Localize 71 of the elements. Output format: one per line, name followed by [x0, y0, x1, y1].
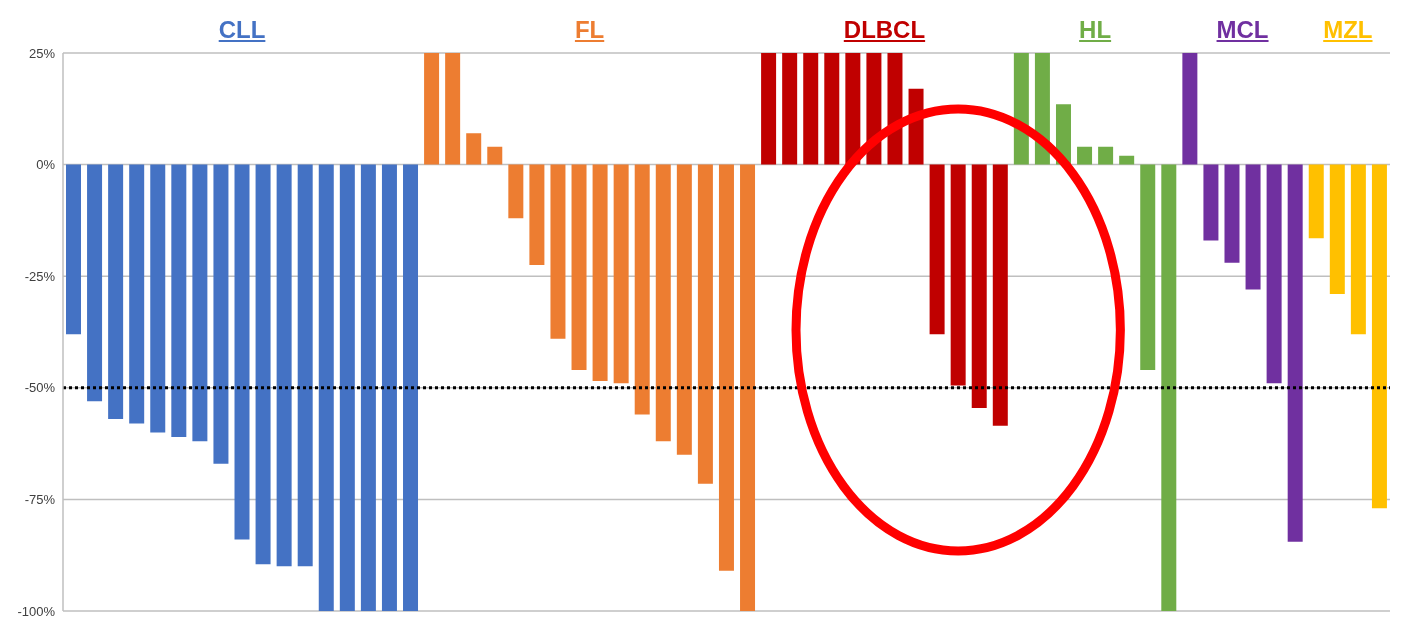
bar — [297, 164, 313, 567]
bar — [1119, 155, 1135, 165]
bar — [550, 164, 566, 339]
text: CLL — [217, 16, 267, 44]
bar — [1182, 53, 1198, 165]
bar — [1077, 146, 1093, 165]
bar — [192, 164, 208, 442]
bar — [1161, 164, 1177, 611]
bar — [234, 164, 250, 540]
bar — [213, 164, 229, 464]
bar — [381, 164, 397, 611]
bar — [171, 164, 187, 437]
bar — [424, 53, 440, 165]
bar — [950, 164, 966, 386]
bar — [445, 53, 461, 165]
bar — [929, 164, 945, 335]
bar — [992, 164, 1008, 426]
bar — [740, 164, 756, 611]
bar — [487, 146, 503, 165]
bar — [803, 53, 819, 165]
bar — [1098, 146, 1114, 165]
series-label: HL — [1078, 16, 1113, 44]
bar — [1287, 164, 1303, 542]
bar — [150, 164, 166, 433]
bar — [255, 164, 271, 565]
bar — [1371, 164, 1387, 509]
bar — [1224, 164, 1240, 263]
bar — [1203, 164, 1219, 241]
bar — [1140, 164, 1156, 370]
bar — [66, 164, 81, 335]
bar — [339, 164, 355, 611]
bar — [718, 164, 734, 571]
series-label: DLBCL — [842, 16, 927, 44]
bar — [403, 164, 419, 611]
bar — [676, 164, 692, 455]
bar — [613, 164, 629, 384]
bar — [1013, 53, 1029, 165]
bar — [87, 164, 103, 402]
y-tick-label: -50% — [24, 380, 56, 396]
bar — [360, 164, 376, 611]
bar — [824, 53, 840, 165]
bar — [466, 133, 482, 165]
y-tick-label: -100% — [17, 603, 56, 619]
bar — [845, 53, 861, 165]
bar — [697, 164, 713, 484]
bar — [1266, 164, 1282, 384]
bar — [276, 164, 292, 567]
bar — [1308, 164, 1324, 239]
bar — [571, 164, 587, 370]
text: FL — [573, 16, 606, 44]
bar — [782, 53, 798, 165]
bar — [655, 164, 671, 442]
bar — [508, 164, 524, 219]
y-tick-label: -25% — [24, 268, 56, 284]
y-tick-label: 25% — [28, 45, 56, 61]
bar — [592, 164, 608, 382]
bar — [634, 164, 650, 415]
y-tick-label: -75% — [24, 492, 56, 508]
bar — [887, 53, 903, 165]
bar — [129, 164, 145, 424]
bar — [529, 164, 545, 266]
bar — [761, 53, 777, 165]
text: MZL — [1322, 16, 1374, 44]
bar — [1350, 164, 1366, 335]
bar — [971, 164, 987, 408]
bar — [1245, 164, 1261, 290]
bar — [318, 164, 334, 611]
bar — [108, 164, 124, 420]
y-tick-label: 0% — [36, 157, 56, 173]
bar — [1329, 164, 1345, 295]
series-label: MCL — [1215, 16, 1270, 44]
